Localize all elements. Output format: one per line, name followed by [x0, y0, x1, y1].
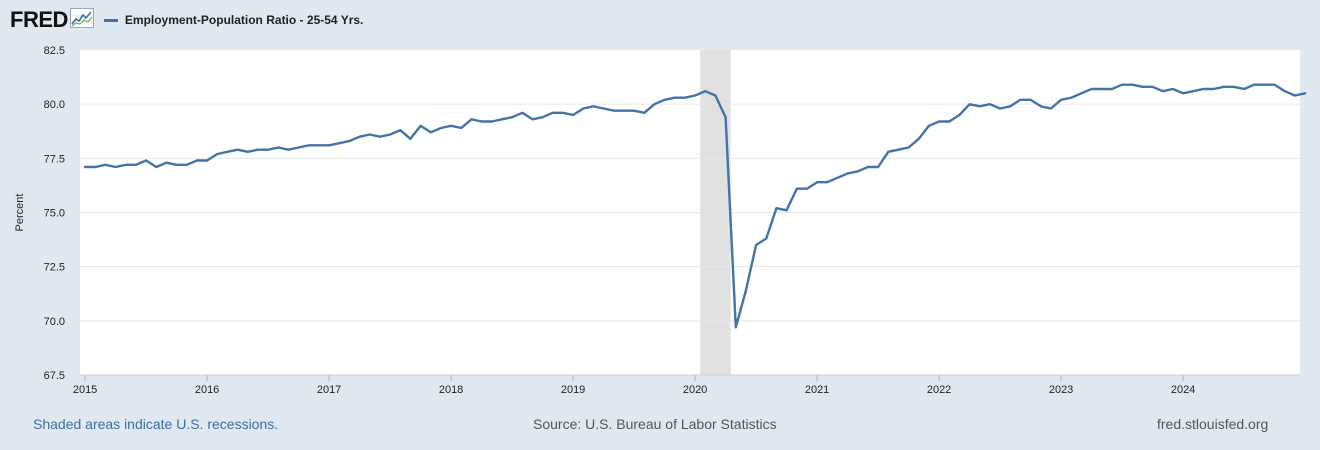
y-tick-label: 70.0: [44, 316, 65, 328]
x-tick-label: 2017: [317, 384, 341, 396]
x-tick-label: 2023: [1049, 384, 1073, 396]
y-tick-label: 67.5: [44, 370, 65, 382]
recession-note-link[interactable]: Shaded areas indicate U.S. recessions.: [33, 416, 279, 432]
legend-series-label: Employment-Population Ratio - 25-54 Yrs.: [124, 13, 364, 27]
x-tick-label: 2024: [1171, 384, 1195, 396]
fred-logo[interactable]: FRED: [10, 7, 94, 33]
y-tick-label: 80.0: [44, 99, 65, 111]
y-tick-label: 75.0: [44, 208, 65, 220]
source-note: Source: U.S. Bureau of Labor Statistics: [533, 416, 777, 432]
y-tick-label: 72.5: [44, 262, 65, 274]
fred-line-graph-icon: [69, 7, 94, 33]
x-tick-label: 2019: [561, 384, 585, 396]
x-tick-label: 2020: [683, 384, 707, 396]
chart-legend: Employment-Population Ratio - 25-54 Yrs.: [103, 13, 364, 27]
x-tick-label: 2015: [73, 384, 97, 396]
x-tick-label: 2022: [927, 384, 951, 396]
fred-logo-text: FRED: [10, 7, 68, 32]
chart-header: FRED Employment-Population Ratio - 25-54…: [10, 6, 363, 34]
chart-area: 67.5 70.0 72.5 75.0 77.5 80.0 82.5 2015 2016 2017…: [14, 45, 1307, 396]
y-tick-label: 77.5: [44, 153, 65, 165]
x-tick-label: 2018: [439, 384, 463, 396]
series-line[interactable]: [83, 83, 1307, 329]
x-tick-label: 2016: [195, 384, 219, 396]
x-tick-label: 2021: [805, 384, 829, 396]
y-axis-title: Percent: [14, 194, 26, 232]
y-tick-label: 82.5: [44, 45, 65, 57]
fred-url-link[interactable]: fred.stlouisfed.org: [1157, 416, 1269, 432]
legend-swatch: [103, 18, 118, 22]
